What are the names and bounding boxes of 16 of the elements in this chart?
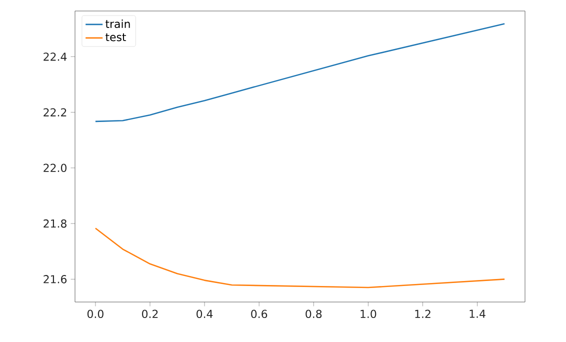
y-tick-label: 22.0 xyxy=(44,164,66,172)
x-tick-label: 1.0 xyxy=(360,310,376,318)
x-tick-label: 1.4 xyxy=(470,310,486,318)
x-tick-label: 0.8 xyxy=(306,310,322,318)
line-series xyxy=(94,228,506,288)
x-tick-label: 0.4 xyxy=(196,310,213,318)
x-tick-label: 0.6 xyxy=(251,310,268,318)
y-tick-label: 22.4 xyxy=(44,52,67,61)
legend-label: test xyxy=(106,33,126,42)
y-tick-label: 22.2 xyxy=(44,108,66,116)
x-tick-label: 0.2 xyxy=(142,310,158,318)
y-tick-label: 21.6 xyxy=(44,275,67,284)
x-tick-label: 1.2 xyxy=(415,310,430,318)
y-tick-label: 21.8 xyxy=(44,219,66,228)
legend-label: train xyxy=(106,20,130,28)
x-tick-label: 0.0 xyxy=(87,310,104,318)
